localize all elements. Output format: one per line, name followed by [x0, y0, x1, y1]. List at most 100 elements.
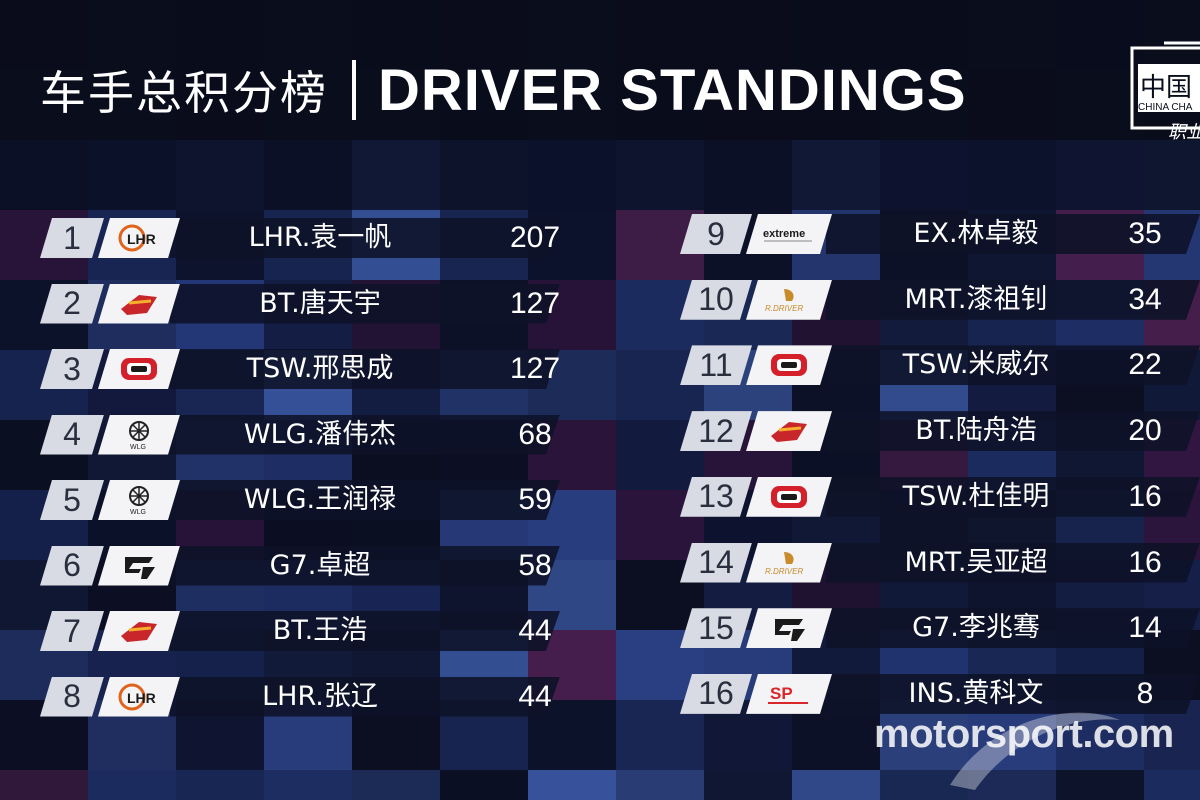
- driver-name: LHR.袁一帆: [248, 222, 392, 253]
- tsw-team-logo-icon: [98, 349, 180, 389]
- background-tile: [0, 0, 88, 70]
- wlg-team-logo-icon: WLG: [98, 415, 180, 455]
- driver-points: 207: [509, 221, 561, 254]
- lhr-team-logo-icon: LHR: [98, 218, 180, 258]
- background-tile: [968, 0, 1056, 70]
- svg-text:LHR: LHR: [127, 690, 156, 706]
- background-tile: [440, 770, 528, 800]
- background-tile: [792, 70, 880, 140]
- position-number: 6: [40, 546, 104, 586]
- mrt-team-logo-icon: R.DRIVER: [746, 543, 832, 583]
- driver-bar: [170, 218, 560, 258]
- driver-name: WLG.潘伟杰: [243, 418, 397, 450]
- driver-points: 35: [1128, 217, 1162, 250]
- svg-text:R.DRIVER: R.DRIVER: [765, 567, 803, 576]
- driver-points: 14: [1128, 611, 1162, 645]
- position-number: 1: [40, 218, 104, 258]
- title-separator: [352, 60, 356, 120]
- background-tile: [440, 140, 528, 210]
- standing-row: 10 R.DRIVER MRT.漆祖钊 34: [680, 280, 1200, 320]
- driver-bar: [170, 349, 560, 389]
- driver-points: 58: [518, 548, 552, 582]
- driver-name: BT.陆舟浩: [915, 415, 1037, 447]
- driver-points: 127: [509, 286, 561, 320]
- driver-name: LHR.张辽: [262, 680, 378, 712]
- background-tile: [88, 770, 176, 800]
- standing-row: 3 TSW.邢思成 127: [40, 349, 560, 389]
- background-tile: [1144, 0, 1200, 70]
- background-tile: [1144, 140, 1200, 210]
- driver-points: 8: [1136, 676, 1154, 710]
- driver-bar: [826, 214, 1200, 254]
- background-tile: [1144, 770, 1200, 800]
- svg-text:SP: SP: [770, 684, 793, 703]
- ins-team-logo-icon: SP: [746, 674, 832, 714]
- watermark-text: motorsport.com: [874, 712, 1174, 756]
- wlg-team-logo-icon: WLG: [98, 480, 180, 520]
- standing-row: 12 BT.陆舟浩 20: [680, 411, 1200, 451]
- background-tile: [704, 70, 792, 140]
- background-tile: [0, 140, 88, 210]
- extreme-team-logo-icon: extreme: [746, 214, 832, 254]
- driver-name: TSW.杜佳明: [902, 480, 1050, 512]
- background-tile: [704, 770, 792, 800]
- driver-name: INS.黄科文: [908, 677, 1044, 709]
- background-tile: [88, 0, 176, 70]
- driver-points: 127: [509, 352, 561, 385]
- title-chinese: 车手总积分榜: [40, 66, 328, 120]
- background-tile: [968, 770, 1056, 800]
- position-number: 11: [680, 345, 752, 385]
- driver-bar: [826, 345, 1200, 385]
- position-number: 7: [40, 611, 104, 651]
- series-logo-cn: 中国: [1140, 73, 1192, 103]
- position-number: 16: [680, 674, 752, 714]
- mrt-team-logo-icon: R.DRIVER: [746, 280, 832, 320]
- background-tile: [616, 0, 704, 70]
- background-tile: [0, 770, 88, 800]
- lhr-team-logo-icon: LHR: [98, 677, 180, 717]
- background-tile: [616, 770, 704, 800]
- background-tile: [352, 140, 440, 210]
- driver-name: BT.唐天宇: [259, 287, 381, 319]
- background-tile: [792, 0, 880, 70]
- background-tile: [176, 70, 264, 140]
- position-number: 14: [680, 543, 752, 583]
- driver-name: MRT.漆祖钊: [904, 283, 1048, 315]
- background-tile: [704, 140, 792, 210]
- svg-text:R.DRIVER: R.DRIVER: [765, 304, 803, 313]
- background-tile: [968, 70, 1056, 140]
- standing-row: 5 WLG WLG.王润禄 59: [40, 480, 560, 520]
- background-tile: [176, 0, 264, 70]
- series-logo-icon: 中国 CHINA CHA 职业: [1130, 41, 1200, 140]
- background-tile: [88, 140, 176, 210]
- background-tile: [880, 70, 968, 140]
- driver-bar: [826, 477, 1200, 517]
- driver-bar: [826, 411, 1200, 451]
- background-tile: [1056, 70, 1144, 140]
- background-tile: [792, 140, 880, 210]
- background-tile: [176, 140, 264, 210]
- background-tile: [880, 140, 968, 210]
- background-tile: [352, 770, 440, 800]
- background-tile: [1056, 770, 1144, 800]
- driver-points: 16: [1128, 479, 1162, 513]
- background-tile: [352, 70, 440, 140]
- position-number: 4: [40, 415, 104, 455]
- position-number: 3: [40, 349, 104, 389]
- driver-bar: [826, 280, 1200, 320]
- driver-bar: [170, 480, 560, 520]
- svg-text:extreme: extreme: [763, 228, 805, 240]
- driver-bar: [170, 611, 560, 651]
- driver-name: BT.王浩: [272, 615, 368, 646]
- standing-row: 11 TSW.米威尔 22: [680, 345, 1200, 385]
- position-number: 12: [680, 411, 752, 451]
- background-tile: [880, 770, 968, 800]
- background-tile: [792, 770, 880, 800]
- background-tile: [1056, 140, 1144, 210]
- driver-points: 68: [518, 417, 552, 451]
- background-tile: [528, 0, 616, 70]
- position-number: 9: [680, 214, 752, 254]
- driver-bar: [826, 674, 1200, 714]
- background-tile: [880, 0, 968, 70]
- title-english: DRIVER STANDINGS: [378, 57, 967, 123]
